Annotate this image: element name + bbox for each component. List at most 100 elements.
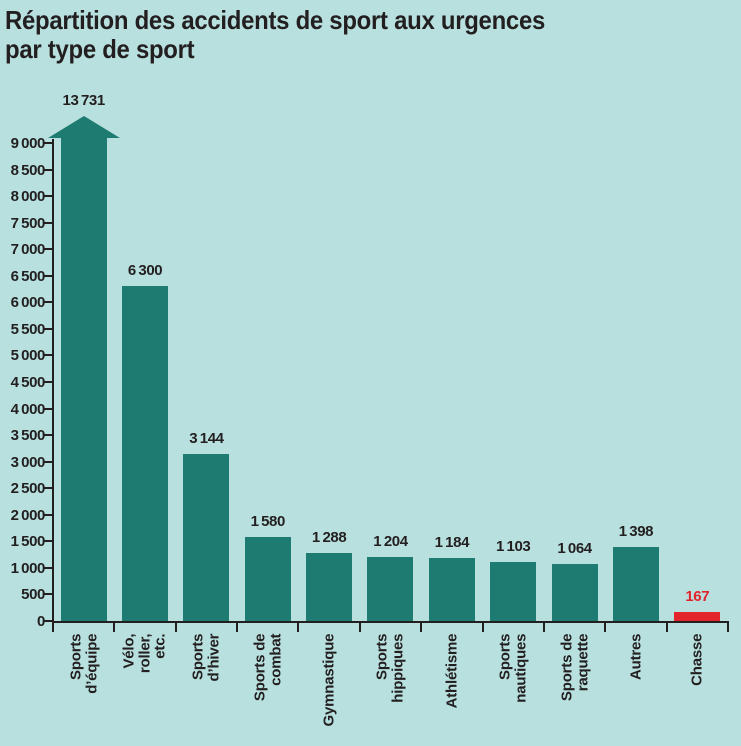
y-tick (44, 301, 53, 304)
x-tick (665, 623, 668, 632)
x-tick (481, 623, 484, 632)
y-tick (44, 620, 53, 622)
y-tick-label: 4 000 (10, 400, 46, 418)
bar-value-label: 1 204 (373, 533, 408, 551)
y-tick (44, 274, 53, 277)
bar (306, 552, 353, 621)
x-tick (604, 623, 607, 632)
y-tick-label: 8 500 (10, 161, 46, 179)
chart-title-line-2: par type de sport (5, 34, 195, 65)
bar-value-label: 1 580 (250, 513, 286, 531)
y-tick (44, 487, 53, 490)
y-tick (44, 221, 53, 224)
y-tick-label: 6 500 (10, 267, 46, 285)
bar-value-label: 1 398 (618, 522, 654, 540)
bar-value-label: 1 064 (557, 540, 592, 558)
x-category-label: Sports hippiques (360, 634, 421, 746)
x-tick (358, 623, 361, 632)
y-tick (44, 593, 53, 596)
y-tick-label: 3 500 (10, 427, 46, 445)
y-tick-label: 3 000 (10, 453, 46, 471)
x-category-label-text: Athlétisme (443, 633, 461, 709)
y-tick-label: 9 000 (10, 135, 46, 152)
bar (674, 612, 721, 621)
y-tick-label: 7 500 (10, 214, 46, 232)
y-tick (44, 354, 53, 357)
bar-value-label: 1 184 (434, 534, 470, 552)
y-tick (44, 540, 53, 543)
x-category-label: Athlétisme (421, 634, 482, 746)
y-tick-label: 6 000 (10, 294, 46, 312)
bar-value-label: 6 300 (127, 262, 163, 280)
y-tick-label: 5 500 (10, 320, 46, 338)
bar (183, 454, 230, 621)
y-tick (44, 327, 53, 330)
y-tick (44, 407, 53, 410)
y-tick (44, 248, 53, 251)
x-category-label-text: Sports hippiques (373, 633, 407, 704)
x-tick (236, 623, 239, 632)
x-category-label: Sports d’équipe (53, 634, 114, 746)
bar (122, 286, 169, 621)
y-tick-label: 8 000 (10, 188, 46, 206)
x-tick (113, 623, 116, 632)
y-tick (44, 460, 53, 463)
x-category-label-text: Sports de combat (251, 633, 284, 702)
x-category-label: Vélo, roller, etc. (114, 634, 175, 746)
x-category-label-text: Gymnastique (320, 633, 338, 727)
x-category-label: Autres (605, 634, 666, 746)
y-tick-label: 500 (21, 586, 45, 604)
overflow-arrowhead (47, 116, 120, 138)
y-tick (44, 381, 53, 383)
bar (551, 564, 598, 621)
x-category-label-text: Sports d’équipe (67, 633, 100, 695)
bar (612, 546, 659, 621)
x-category-label-text: Sports d’hiver (189, 633, 223, 682)
y-tick-label: 2 000 (10, 506, 46, 524)
x-category-label: Gymnastique (298, 634, 359, 746)
y-tick-label: 0 (37, 613, 45, 630)
bar-value-label: 1 288 (311, 528, 347, 546)
bar-value-label: 167 (685, 588, 710, 606)
x-tick (726, 623, 729, 632)
bar (490, 562, 537, 621)
y-tick (44, 142, 53, 144)
y-tick-label: 5 000 (10, 347, 46, 365)
x-category-label-text: Vélo, roller, etc. (120, 633, 169, 674)
bar-value-label: 13 731 (62, 92, 106, 109)
y-tick (44, 566, 53, 569)
x-tick (297, 623, 300, 632)
bar-value-label: 3 144 (189, 430, 224, 448)
x-category-label-text: Autres (627, 633, 645, 681)
y-tick (44, 434, 53, 437)
x-category-label-text: Sports de raquette (557, 633, 591, 702)
x-category-label: Sports nautiques (483, 634, 544, 746)
bar (367, 557, 414, 621)
bar (244, 537, 291, 621)
x-category-label-text: Sports nautiques (496, 633, 530, 704)
bar-value-label: 1 103 (496, 538, 531, 556)
y-tick (44, 513, 53, 516)
x-category-label-text: Chasse (688, 633, 706, 687)
bar (60, 138, 107, 621)
x-category-label: Chasse (667, 634, 728, 746)
x-category-label: Sports de combat (237, 634, 298, 746)
x-tick (174, 623, 177, 632)
y-tick (44, 195, 53, 198)
x-category-label: Sports d’hiver (176, 634, 237, 746)
y-tick-label: 1 500 (10, 533, 46, 551)
y-tick (44, 168, 53, 171)
x-axis-line (52, 621, 729, 623)
x-tick (420, 623, 423, 632)
y-tick-label: 4 500 (10, 374, 46, 391)
y-tick-label: 2 500 (10, 480, 46, 498)
y-tick-label: 1 000 (10, 559, 46, 577)
x-tick (52, 623, 54, 632)
x-category-label: Sports de raquette (544, 634, 605, 746)
x-tick (542, 623, 545, 632)
y-axis-line (52, 139, 54, 623)
y-tick-label: 7 000 (10, 241, 46, 259)
bar (428, 558, 475, 621)
